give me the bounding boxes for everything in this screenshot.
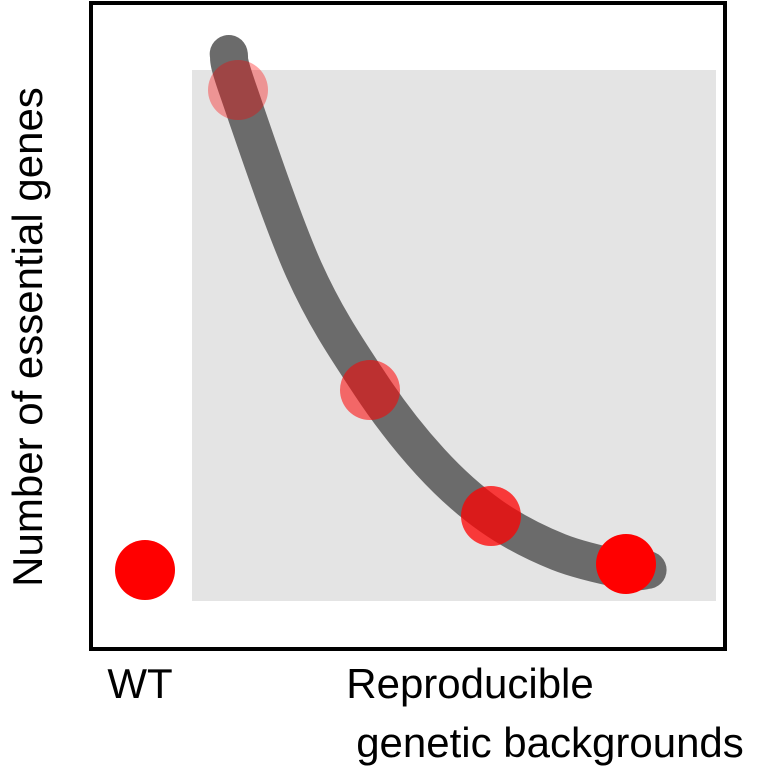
data-points: [115, 60, 656, 600]
trend-curve: [209, 35, 667, 591]
data-point-1: [208, 60, 268, 120]
data-point-4: [596, 534, 656, 594]
y-axis-label: Number of essential genes: [4, 87, 51, 587]
plot-frame: [89, 1, 727, 651]
data-point-wt: [115, 540, 175, 600]
data-point-3: [461, 486, 521, 546]
x-tick-label-wt: WT: [107, 660, 172, 707]
x-axis-label-line-2: genetic backgrounds: [356, 719, 744, 766]
data-point-2: [340, 360, 400, 420]
x-axis-label-line-1: Reproducible: [346, 660, 594, 707]
